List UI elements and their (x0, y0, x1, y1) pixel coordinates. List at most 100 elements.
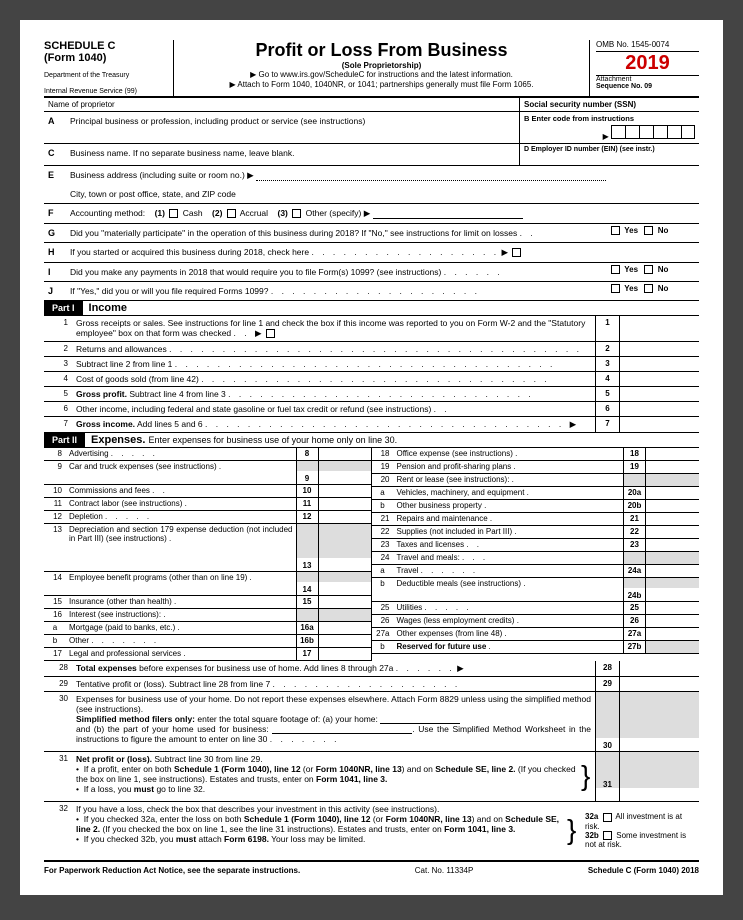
exp-23-amount[interactable] (645, 539, 699, 551)
accrual-checkbox[interactable] (227, 209, 236, 218)
footer-right: Schedule C (Form 1040) 2018 (588, 866, 699, 875)
line-e-letter: E (44, 166, 66, 185)
main-title: Profit or Loss From Business (180, 40, 583, 61)
income-line-3: 3Subtract line 2 from line 1 . . . . . .… (44, 357, 699, 372)
exp-8-amount[interactable] (318, 448, 372, 460)
exp-24-amount (645, 552, 699, 564)
exp-10-amount[interactable] (318, 485, 372, 497)
32a-checkbox[interactable] (603, 813, 612, 822)
expense-line-10: 10Commissions and fees . . 10 (44, 485, 372, 498)
sqft-business[interactable] (272, 724, 412, 734)
expense-line-24: 24Travel and meals: . . . (372, 552, 700, 565)
line-e-2: City, town or post office, state, and ZI… (44, 185, 699, 204)
exp-20b-amount[interactable] (645, 500, 699, 512)
subtitle: (Sole Proprietorship) (180, 61, 583, 70)
exp-16b-amount[interactable] (318, 635, 372, 647)
line-b: B Enter code from instructions ▶ (519, 112, 699, 143)
sequence-no: Sequence No. 09 (596, 83, 699, 90)
income-line-4: 4Cost of goods sold (from line 42) . . .… (44, 372, 699, 387)
line-30: 30 Expenses for business use of your hom… (44, 692, 699, 752)
header-left: SCHEDULE C (Form 1040) Department of the… (44, 40, 174, 96)
expense-line-16: 16Interest (see instructions): . (44, 609, 372, 622)
expense-line-27a: 27aOther expenses (from line 48) . 27a (372, 628, 700, 641)
exp-16a-amount[interactable] (318, 622, 372, 634)
expense-line-11: 11Contract labor (see instructions) . 11 (44, 498, 372, 511)
expense-line-16b: bOther . . . . . . . 16b (44, 635, 372, 648)
line-e-1: E Business address (including suite or r… (44, 166, 699, 185)
exp-25-amount[interactable] (645, 602, 699, 614)
exp-24b-amount[interactable] (645, 578, 699, 601)
exp-18-amount[interactable] (645, 448, 699, 460)
part2-label: Part II (44, 433, 85, 447)
exp-26-amount[interactable] (645, 615, 699, 627)
expense-line-9: 9Car and truck expenses (see instruction… (44, 461, 372, 485)
exp-19-amount[interactable] (645, 461, 699, 473)
income-5-amount[interactable] (619, 387, 699, 401)
omb-number: OMB No. 1545-0074 (596, 40, 699, 52)
expense-line-26: 26Wages (less employment credits) . 26 (372, 615, 700, 628)
i-yes-checkbox[interactable] (611, 265, 620, 274)
exp-20a-amount[interactable] (645, 487, 699, 499)
part1-title: Income (83, 302, 128, 314)
other-checkbox[interactable] (292, 209, 301, 218)
32b-checkbox[interactable] (603, 831, 612, 840)
j-no-checkbox[interactable] (644, 284, 653, 293)
line-f-text: Accounting method: (1) Cash (2) Accrual … (66, 204, 699, 223)
line-28-amount[interactable] (619, 661, 699, 676)
expense-line-17: 17Legal and professional services . 17 (44, 648, 372, 661)
ssn-label: Social security number (SSN) (519, 98, 699, 111)
exp-22-amount[interactable] (645, 526, 699, 538)
income-2-amount[interactable] (619, 342, 699, 356)
exp-15-amount[interactable] (318, 596, 372, 608)
exp-12-amount[interactable] (318, 511, 372, 523)
expense-line-21: 21Repairs and maintenance . 21 (372, 513, 700, 526)
code-boxes[interactable] (611, 125, 695, 139)
exp-27b-amount (645, 641, 699, 653)
line-30-amount[interactable] (619, 692, 699, 751)
income-4-amount[interactable] (619, 372, 699, 386)
attach-text: ▶ Attach to Form 1040, 1040NR, or 1041; … (180, 80, 583, 90)
expense-line-24b: bDeductible meals (see instructions) . 2… (372, 578, 700, 602)
footer-left: For Paperwork Reduction Act Notice, see … (44, 866, 300, 875)
line-b-label: B Enter code from instructions (524, 114, 695, 123)
expense-line-15: 15Insurance (other than health) . 15 (44, 596, 372, 609)
line-29-amount[interactable] (619, 677, 699, 691)
expense-line-20: 20Rent or lease (see instructions): . (372, 474, 700, 487)
income-1-amount[interactable] (619, 316, 699, 341)
part1-header: Part I Income (44, 301, 699, 316)
expenses-left: 8Advertising . . . . . 89Car and truck e… (44, 448, 372, 661)
expense-line-25: 25Utilities . . . . . 25 (372, 602, 700, 615)
exp-21-amount[interactable] (645, 513, 699, 525)
expense-line-24a: aTravel . . . . . . 24a (372, 565, 700, 578)
goto-text: ▶ Go to www.irs.gov/ScheduleC for instru… (180, 70, 583, 80)
expense-line-16a: aMortgage (paid to banks, etc.) . 16a (44, 622, 372, 635)
exp-11-amount[interactable] (318, 498, 372, 510)
h-checkbox[interactable] (512, 248, 521, 257)
line-31: 31 Net profit or (loss). Subtract line 3… (44, 752, 699, 802)
exp-13-amount[interactable] (318, 524, 372, 571)
proprietor-label: Name of proprietor (44, 98, 519, 111)
line-29: 29 Tentative profit or (loss). Subtract … (44, 677, 699, 692)
exp-17-amount[interactable] (318, 648, 372, 660)
g-no-checkbox[interactable] (644, 226, 653, 235)
g-yes-checkbox[interactable] (611, 226, 620, 235)
line-31-amount[interactable] (619, 752, 699, 801)
i-no-checkbox[interactable] (644, 265, 653, 274)
cash-checkbox[interactable] (169, 209, 178, 218)
line-d-label: D Employer ID number (EIN) (see instr.) (524, 146, 655, 153)
income-6-amount[interactable] (619, 402, 699, 416)
expense-line-20a: aVehicles, machinery, and equipment . 20… (372, 487, 700, 500)
income-3-amount[interactable] (619, 357, 699, 371)
exp-16-amount (318, 609, 372, 621)
sqft-home[interactable] (380, 714, 460, 724)
j-yes-checkbox[interactable] (611, 284, 620, 293)
exp-14-amount[interactable] (318, 572, 372, 595)
expenses-section: 8Advertising . . . . . 89Car and truck e… (44, 448, 699, 661)
exp-27a-amount[interactable] (645, 628, 699, 640)
income-line-7: 7Gross income. Add lines 5 and 6 . . . .… (44, 417, 699, 433)
exp-9-amount[interactable] (318, 461, 372, 484)
line-i: I Did you make any payments in 2018 that… (44, 263, 699, 282)
income-7-amount[interactable] (619, 417, 699, 432)
dept-line1: Department of the Treasury (44, 72, 169, 80)
exp-24a-amount[interactable] (645, 565, 699, 577)
